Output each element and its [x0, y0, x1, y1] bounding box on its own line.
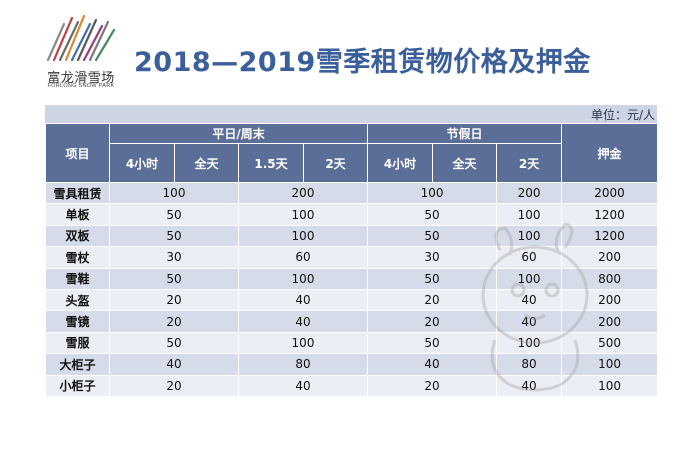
sub-header: 全天	[432, 143, 498, 183]
price-cell: 30	[367, 246, 498, 269]
price-cell: 20	[367, 374, 498, 397]
price-cell: 40	[109, 353, 239, 376]
header-row-sub: 4小时 全天 1.5天 2天 4小时 全天 2天	[46, 143, 658, 183]
item-cell: 雪镜	[45, 310, 110, 333]
deposit-header: 押金	[561, 123, 659, 183]
unit-label: 单位：元/人	[590, 108, 655, 122]
item-cell: 大柜子	[45, 353, 110, 376]
sub-header: 全天	[174, 143, 239, 183]
price-cell: 40	[496, 374, 563, 397]
price-table: 项目 平日/周末 节假日 押金 4小时 全天 1.5天 2天 4小时 全天 2天…	[45, 123, 659, 397]
page-title: 2018—2019雪季租赁物价格及押金	[134, 47, 591, 78]
price-cell: 80	[496, 353, 563, 376]
weekday-group-header: 平日/周末	[108, 123, 369, 144]
price-cell: 60	[237, 246, 369, 269]
deposit-cell: 200	[561, 310, 659, 333]
deposit-cell: 1200	[561, 224, 659, 248]
table-row: 雪具租赁 100 200 100 200 2000	[45, 181, 659, 205]
price-cell: 100	[496, 203, 563, 226]
item-cell: 单板	[45, 203, 110, 226]
price-cell: 50	[367, 267, 498, 290]
price-cell: 30	[109, 246, 239, 269]
price-cell: 50	[367, 224, 498, 248]
table-row: 头盔 20 40 20 40 200	[45, 288, 659, 312]
price-cell: 60	[496, 246, 563, 269]
deposit-cell: 800	[561, 267, 659, 290]
price-cell: 50	[109, 203, 239, 226]
price-cell: 50	[109, 267, 239, 290]
price-cell: 100	[496, 224, 563, 248]
sub-header: 4小时	[109, 143, 175, 183]
deposit-cell: 200	[561, 288, 659, 312]
table-row: 雪杖 30 60 30 60 200	[45, 246, 659, 269]
table-row: 小柜子 20 40 20 40 100	[45, 374, 659, 397]
price-cell: 20	[367, 288, 498, 312]
item-cell: 雪具租赁	[45, 181, 110, 205]
price-cell: 100	[109, 181, 239, 205]
price-cell: 200	[496, 181, 563, 205]
sub-header: 4小时	[367, 143, 434, 183]
table-row: 雪服 50 100 50 100 500	[45, 331, 659, 355]
price-cell: 50	[109, 224, 239, 248]
price-cell: 20	[109, 288, 239, 312]
deposit-cell: 200	[561, 246, 659, 269]
item-cell: 头盔	[45, 288, 110, 312]
logo: 富龙滑雪场 FORLONG SNOW PARK	[40, 12, 120, 89]
price-cell: 50	[109, 331, 239, 355]
item-cell: 雪鞋	[45, 267, 110, 290]
header-row-group: 项目 平日/周末 节假日 押金	[45, 123, 659, 183]
sub-header: 2天	[302, 143, 369, 183]
holiday-group-header: 节假日	[367, 123, 563, 144]
price-cell: 40	[496, 288, 563, 312]
deposit-cell: 2000	[561, 181, 659, 205]
price-cell: 100	[237, 203, 369, 226]
logo-name-cn: 富龙滑雪场	[47, 71, 115, 86]
price-cell: 200	[237, 181, 369, 205]
price-cell: 100	[496, 331, 563, 355]
item-cell: 小柜子	[45, 374, 110, 397]
price-cell: 100	[237, 331, 369, 355]
forlong-stripes-logo-icon	[46, 14, 116, 62]
table-row: 大柜子 40 80 40 80 100	[45, 353, 659, 376]
price-cell: 100	[496, 267, 563, 290]
price-cell: 50	[367, 203, 498, 226]
price-cell: 40	[237, 288, 369, 312]
sub-header: 1.5天	[238, 143, 304, 183]
table-row: 雪鞋 50 100 50 100 800	[45, 267, 659, 290]
sub-header: 2天	[496, 143, 563, 183]
price-cell: 40	[367, 353, 498, 376]
price-cell: 100	[367, 181, 498, 205]
item-cell: 双板	[45, 224, 110, 248]
deposit-cell: 100	[561, 374, 659, 397]
table-row: 单板 50 100 50 100 1200	[45, 203, 659, 226]
price-cell: 20	[109, 310, 239, 333]
deposit-cell: 500	[561, 331, 659, 355]
price-cell: 100	[237, 267, 369, 290]
price-cell: 40	[496, 310, 563, 333]
price-cell: 80	[237, 353, 369, 376]
logo-name-en: FORLONG SNOW PARK	[47, 83, 115, 89]
table-row: 双板 50 100 50 100 1200	[45, 224, 659, 248]
unit-bar: 单位：元/人	[45, 105, 657, 123]
price-cell: 40	[237, 374, 369, 397]
item-cell: 雪杖	[45, 246, 110, 269]
item-cell: 雪服	[45, 331, 110, 355]
price-cell: 40	[237, 310, 369, 333]
deposit-cell: 1200	[561, 203, 659, 226]
price-cell: 100	[237, 224, 369, 248]
price-cell: 20	[367, 310, 498, 333]
table-row: 雪镜 20 40 20 40 200	[45, 310, 659, 333]
deposit-cell: 100	[561, 353, 659, 376]
item-header: 项目	[45, 123, 110, 183]
price-cell: 20	[109, 374, 239, 397]
price-cell: 50	[367, 331, 498, 355]
